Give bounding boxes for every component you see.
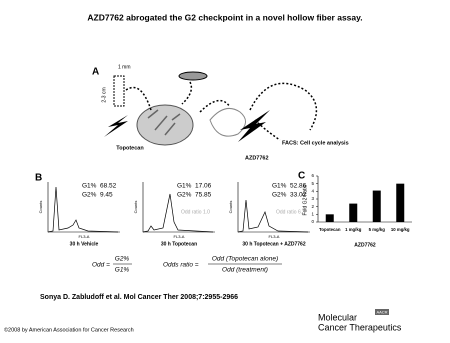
histogram-curve <box>47 186 119 233</box>
drug-label: AZD7762 <box>245 155 269 161</box>
y-tick-label: 3 <box>311 196 314 201</box>
panel-label: B <box>35 173 42 184</box>
axis-label: FL3-A <box>269 234 280 239</box>
bar <box>349 203 358 222</box>
g2-label: G2% <box>82 192 97 199</box>
y-axis-label: Fold G2 Ratio <box>302 184 308 215</box>
odds-ratio: Odd ratio 6.3 <box>276 209 305 215</box>
histogram-curve <box>237 199 309 233</box>
citation: Sonya D. Zabludoff et al. Mol Cancer The… <box>40 294 238 301</box>
formula-left: Odds ratio = <box>163 262 199 269</box>
bar <box>396 183 405 222</box>
y-tick-label: 4 <box>311 189 314 194</box>
formula-left: Odd = <box>92 262 110 269</box>
g2-value: 9.45 <box>100 192 113 199</box>
logo: AACR Molecular Cancer Therapeutics <box>318 309 402 332</box>
x-tick-label: Topotecan <box>319 227 341 232</box>
logo-line: Cancer Therapeutics <box>318 322 402 332</box>
bolt-icon <box>104 115 128 137</box>
fiber-width: 1 mm <box>118 64 131 70</box>
x-tick-label: 10 mg/kg <box>391 227 410 232</box>
axis-label: FL3-A <box>79 234 90 239</box>
plate-icon <box>136 104 194 146</box>
x-tick-label: 1 mg/kg <box>345 227 362 232</box>
bar <box>325 214 334 222</box>
axis-label: Counts <box>228 201 233 214</box>
badge-text: AACR <box>376 310 387 315</box>
y-tick-label: 0 <box>311 219 314 224</box>
y-tick-label: 1 <box>311 212 314 217</box>
y-tick-label: 6 <box>311 173 314 178</box>
logo-line: Molecular <box>318 312 357 322</box>
fiber-length: 2-3 cm <box>101 87 107 102</box>
bolt-icon <box>238 110 270 142</box>
formula-num: G2% <box>115 256 130 263</box>
histogram-curve <box>142 193 214 233</box>
badge <box>375 309 389 315</box>
g2-label: G2% <box>177 192 192 199</box>
formula-den: G1% <box>115 267 130 274</box>
panel-label: C <box>298 171 305 182</box>
g1-label: G1% <box>177 183 192 190</box>
panel-a: A 1 mm 2-3 cm Topotecan AZD7762 FACS: Ce… <box>92 64 349 161</box>
mouse-icon <box>209 107 246 137</box>
g1-label: G1% <box>272 183 287 190</box>
formula-den: Odd (treatment) <box>222 267 268 274</box>
g2-value: 33.02 <box>290 192 307 199</box>
x-axis-label: AZD7762 <box>354 242 376 248</box>
g1-value: 68.52 <box>100 183 117 190</box>
caption: 30 h Topotecan <box>161 241 197 247</box>
g1-value: 52.86 <box>290 183 307 190</box>
dish-icon <box>178 71 208 81</box>
drug-label: Topotecan <box>116 145 144 151</box>
g2-value: 75.85 <box>195 192 212 199</box>
axis-label: Counts <box>38 201 43 214</box>
formulas: Odd = G2% G1% Odds ratio = Odd (Topoteca… <box>92 256 282 274</box>
g2-label: G2% <box>272 192 287 199</box>
readout: FACS: Cell cycle analysis <box>282 140 349 146</box>
panel-label: A <box>92 67 99 78</box>
g1-value: 17.06 <box>195 183 212 190</box>
bar <box>372 190 381 222</box>
caption: 30 h Topotecan + AZD7762 <box>242 241 305 247</box>
title: AZD7762 abrogated the G2 checkpoint in a… <box>87 12 362 22</box>
odds-ratio: Odd ratio 1.0 <box>181 209 210 215</box>
fibers <box>147 109 181 136</box>
y-tick-label: 2 <box>311 204 314 209</box>
formula-num: Odd (Topotecan alone) <box>212 256 278 263</box>
panel-c: 0 1 2 3 4 5 6 Topotecan 1 mg/kg 5 mg/kg 10 mg/kg <box>311 173 412 232</box>
arrows <box>125 81 318 141</box>
g1-label: G1% <box>82 183 97 190</box>
copyright: ©2008 by American Association for Cancer… <box>4 326 134 333</box>
y-tick-label: 5 <box>311 181 314 186</box>
caption: 30 h Vehicle <box>70 241 99 247</box>
x-tick-label: 5 mg/kg <box>369 227 386 232</box>
axis-label: Counts <box>133 201 138 214</box>
fiber-icon <box>113 75 125 107</box>
axis-label: FL3-A <box>174 234 185 239</box>
